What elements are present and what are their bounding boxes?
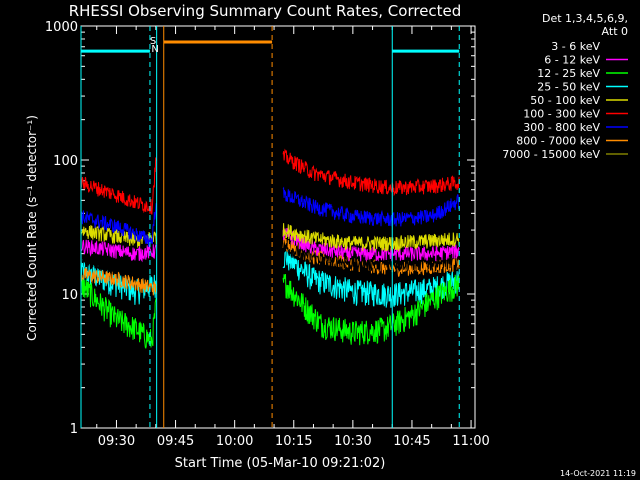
plot-marks: SN — [80, 26, 460, 428]
series-line-12-25keV — [282, 274, 460, 346]
series-line-300-800keV — [282, 186, 460, 227]
legend-entry: 6 - 12 keV — [544, 54, 600, 67]
x-axis-label: Start Time (05-Mar-10 09:21:02) — [175, 456, 386, 471]
legend-header: Det 1,3,4,5,6,9, — [542, 12, 628, 25]
legend-entry: 50 - 100 keV — [530, 94, 600, 107]
legend-entry: 300 - 800 keV — [523, 121, 600, 134]
legend-entry: 7000 - 15000 keV — [502, 148, 600, 161]
y-tick-label: 1 — [70, 422, 78, 437]
series-line-3-6keV — [80, 252, 157, 278]
y-tick-label: 100 — [53, 154, 78, 169]
x-tick-label: 10:00 — [216, 434, 253, 449]
plot-axes: 09:30 09:45 10:00 10:15 10:30 10:45 11:00 1 10 10… — [45, 20, 490, 449]
series-line-25-50keV — [282, 248, 460, 308]
series-line-100-300keV — [80, 157, 157, 215]
marker-N: N — [151, 44, 158, 55]
series-line-25-50keV — [80, 259, 157, 305]
series-line-300-800keV — [80, 203, 157, 247]
plot-frame — [80, 25, 476, 429]
legend-entry: 3 - 6 keV — [551, 40, 600, 53]
y-tick-label: 10 — [61, 288, 78, 303]
series-line-50-100keV — [282, 223, 460, 252]
series-line-3-6keV — [282, 242, 460, 273]
series-line-800-7000keV — [80, 267, 157, 296]
legend-header: Att 0 — [602, 25, 628, 38]
x-tick-label: 10:30 — [334, 434, 371, 449]
legend-entry: 25 - 50 keV — [537, 81, 600, 94]
chart-title: RHESSI Observing Summary Count Rates, Co… — [69, 2, 462, 20]
legend-entry: 100 - 300 keV — [523, 108, 600, 121]
series-line-12-25keV — [80, 275, 157, 349]
legend-entry: 800 - 7000 keV — [516, 135, 600, 148]
footer-date: 14-Oct-2021 11:19 — [560, 469, 636, 478]
x-tick-label: 11:00 — [452, 434, 489, 449]
series-line-100-300keV — [282, 148, 460, 197]
x-tick-label: 09:45 — [157, 434, 194, 449]
marker-S: S — [150, 36, 156, 47]
x-tick-label: 10:45 — [393, 434, 430, 449]
legend-entry: 12 - 25 keV — [537, 67, 600, 80]
x-tick-label: 10:15 — [275, 434, 312, 449]
series-line-6-12keV — [80, 239, 157, 263]
x-tick-label: 09:30 — [98, 434, 135, 449]
y-axis-label: Corrected Count Rate (s⁻¹ detector⁻¹) — [25, 115, 39, 341]
y-tick-label: 1000 — [45, 20, 78, 35]
